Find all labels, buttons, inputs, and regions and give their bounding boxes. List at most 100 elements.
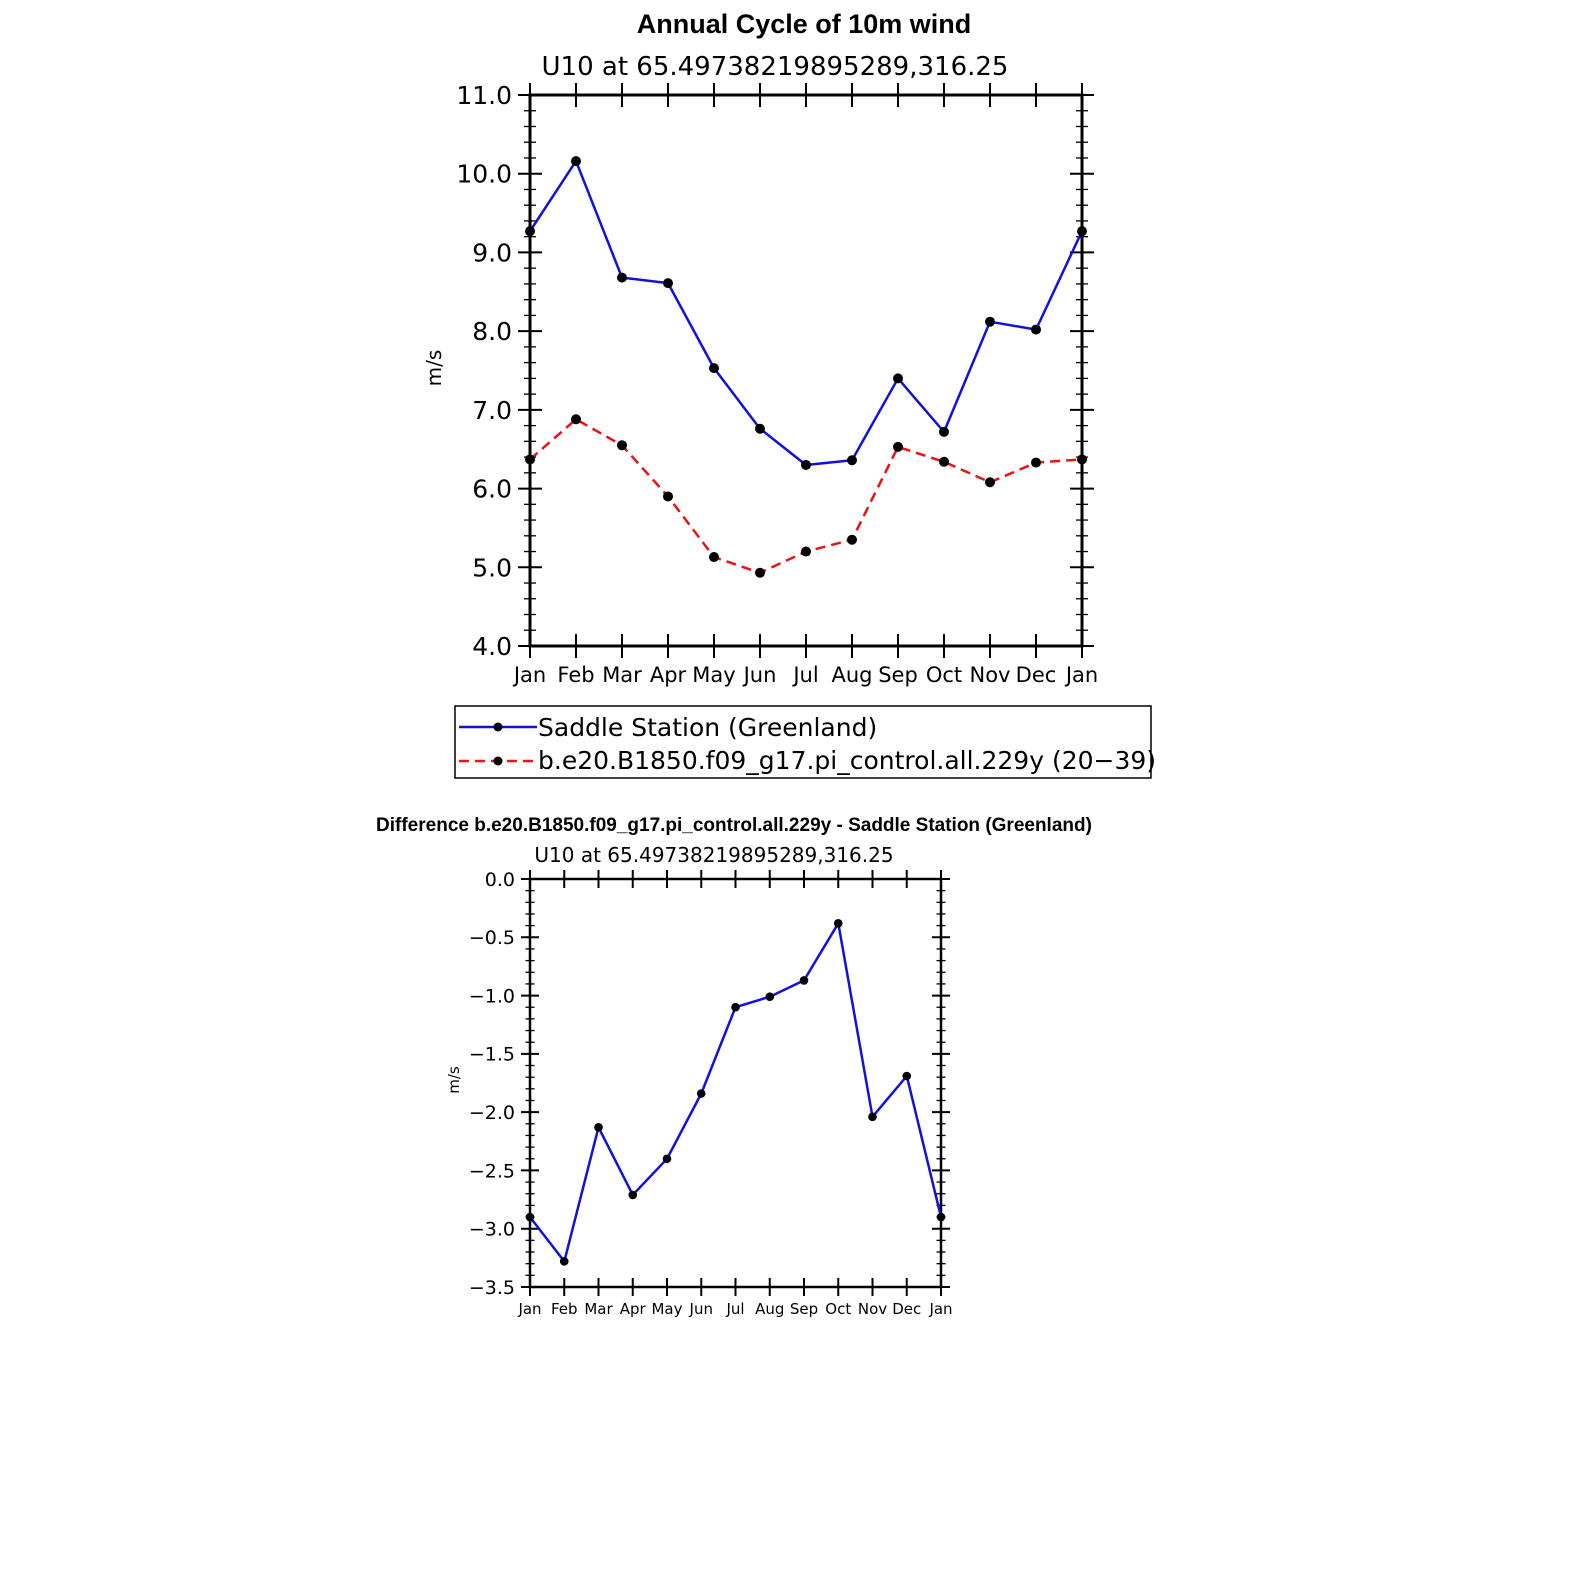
data-point (559, 1257, 569, 1266)
data-point (847, 534, 857, 545)
y-tick-label: 9.0 (472, 238, 512, 267)
difference-title: Difference b.e20.B1850.f09_g17.pi_contro… (376, 815, 1092, 836)
data-point (765, 992, 775, 1002)
data-point (1031, 457, 1041, 468)
data-point (939, 456, 949, 467)
legend: Saddle Station (Greenland) b.e20.B1850.f… (454, 705, 1156, 779)
data-point (833, 918, 843, 928)
top-chart-y-axis-label: m/s (422, 350, 446, 387)
data-point (617, 272, 627, 283)
data-point (571, 414, 581, 425)
y-tick-label: −1.0 (469, 985, 515, 1007)
x-tick-label: Jan (517, 1300, 541, 1318)
data-point (594, 1122, 603, 1132)
y-tick-label: 6.0 (472, 475, 512, 504)
data-point (731, 1002, 740, 1012)
x-tick-label: Aug (755, 1300, 784, 1318)
data-point (1077, 226, 1087, 237)
data-point (939, 426, 949, 437)
x-tick-label: Nov (858, 1300, 887, 1318)
top-chart: 4.0 5.0 6.0 7.0 8.0 9.0 10.0 11.0 Jan Feb Mar Apr Ma… (456, 81, 1098, 687)
plot-frame (528, 877, 943, 1289)
x-tick-label: Jan (512, 663, 546, 687)
legend-label-model: b.e20.B1850.f09_g17.pi_control.all.229y … (538, 746, 1156, 775)
data-point (902, 1071, 912, 1081)
x-tick-label: Nov (970, 663, 1011, 687)
x-tick-label: Mar (602, 663, 642, 687)
x-tick-label: Jan (928, 1300, 952, 1318)
x-tick-label: Jun (742, 663, 777, 687)
y-tick-label: −0.5 (469, 927, 515, 949)
data-point (709, 363, 719, 374)
y-tick-label: −3.5 (469, 1277, 515, 1299)
x-tick-label: Sep (878, 663, 918, 687)
x-tick-label: Apr (620, 1300, 647, 1318)
x-tick-label: Feb (551, 1300, 578, 1318)
plot-frame (528, 93, 1084, 648)
data-point (893, 441, 903, 452)
data-point (985, 316, 995, 327)
y-tick-label: −1.5 (469, 1044, 515, 1066)
data-point (799, 976, 809, 985)
data-point (571, 156, 581, 167)
y-tick-label: −3.0 (469, 1219, 515, 1241)
data-point (1031, 324, 1041, 335)
y-tick-label: 7.0 (472, 396, 512, 425)
data-point (628, 1190, 638, 1200)
x-tick-label: May (651, 1300, 682, 1318)
data-point (868, 1112, 877, 1122)
legend-label-obs: Saddle Station (Greenland) (538, 713, 877, 742)
x-tick-label: Jan (1064, 663, 1098, 687)
data-point (893, 373, 903, 384)
y-tick-label: 10.0 (456, 160, 512, 189)
x-tick-label: Jul (725, 1300, 744, 1318)
data-point (847, 455, 857, 466)
data-point (696, 1089, 706, 1098)
x-tick-label: Aug (831, 663, 872, 687)
data-point (525, 226, 535, 237)
bottom-chart: −3.5 −3.0 −2.5 −2.0 −1.5 −1.0 −0.5 0.0 Jan Feb Mar… (469, 869, 953, 1318)
data-point (663, 278, 673, 289)
y-tick-label: −2.5 (469, 1160, 515, 1182)
y-tick-label: 0.0 (485, 869, 515, 891)
y-tick-label: 4.0 (472, 632, 512, 661)
top-chart-subtitle: U10 at 65.49738219895289,316.25 (542, 52, 1009, 82)
legend-marker-obs (493, 722, 503, 732)
x-tick-label: Oct (825, 1300, 851, 1318)
legend-box (454, 705, 1152, 779)
data-point (525, 454, 535, 465)
x-tick-label: Mar (584, 1300, 613, 1318)
series-line-obs (528, 159, 1084, 467)
y-tick-label: 5.0 (472, 553, 512, 582)
legend-marker-model (493, 756, 503, 766)
x-tick-label: May (692, 663, 735, 687)
bottom-chart-y-axis-label: m/s (445, 1066, 463, 1094)
x-tick-label: Apr (650, 663, 687, 687)
y-tick-label: 8.0 (472, 317, 512, 346)
data-point (801, 459, 811, 470)
data-point (662, 1154, 672, 1164)
x-tick-label: Oct (926, 663, 962, 687)
series-line-obs (529, 922, 943, 1263)
y-tick-label: −2.0 (469, 1102, 515, 1124)
main-title: Annual Cycle of 10m wind (637, 9, 972, 39)
data-point (663, 491, 673, 502)
x-tick-label: Dec (892, 1300, 921, 1318)
data-point (936, 1212, 946, 1222)
data-point (525, 1212, 535, 1222)
data-point (617, 440, 627, 451)
bottom-chart-subtitle: U10 at 65.49738219895289,316.25 (534, 843, 893, 867)
x-tick-label: Jul (791, 663, 818, 687)
data-point (801, 546, 811, 557)
y-tick-label: 11.0 (456, 81, 512, 110)
x-tick-label: Sep (790, 1300, 818, 1318)
data-point (1077, 454, 1087, 465)
data-point (755, 567, 765, 578)
data-point (709, 552, 719, 563)
x-tick-label: Feb (557, 663, 594, 687)
data-point (985, 477, 995, 488)
data-point (755, 423, 765, 434)
x-tick-label: Jun (689, 1300, 713, 1318)
x-tick-label: Dec (1016, 663, 1057, 687)
